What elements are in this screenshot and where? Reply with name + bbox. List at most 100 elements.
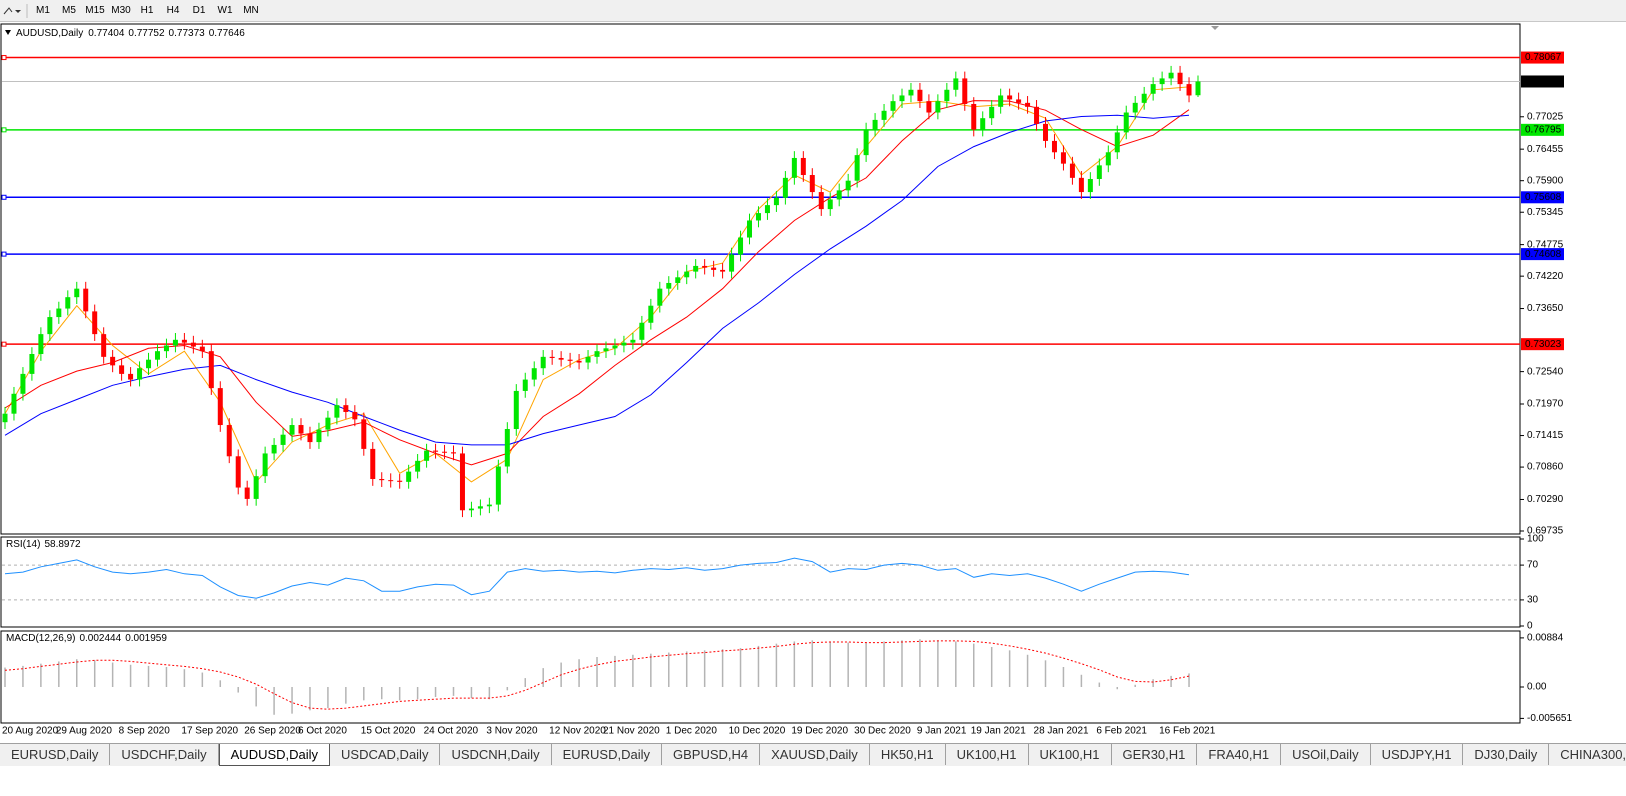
candle-body	[1132, 102, 1138, 113]
timeframe-button[interactable]: H1	[140, 4, 154, 16]
symbol-tab[interactable]: USDCNH,Daily	[440, 744, 552, 765]
macd-title: MACD(12,26,9)	[6, 633, 75, 644]
candle-body	[415, 460, 421, 472]
candle-body	[764, 205, 770, 214]
candle-body	[747, 220, 753, 238]
candle-body	[280, 434, 286, 445]
x-tick-label: 6 Feb 2021	[1096, 726, 1147, 737]
shift-marker	[1211, 26, 1219, 30]
candle-body	[146, 359, 152, 369]
x-tick-label: 30 Dec 2020	[854, 726, 911, 737]
y-tick-label: 0.00	[1527, 682, 1547, 693]
timeframe-button[interactable]: D1	[192, 4, 206, 16]
candle-body	[684, 271, 690, 278]
y-tick-label: 0.70860	[1527, 462, 1564, 473]
candle-body	[468, 508, 474, 511]
candle-body	[603, 348, 609, 352]
candle-body	[244, 487, 250, 499]
candle-body	[29, 354, 35, 374]
symbol-tab[interactable]: EURUSD,Daily	[0, 744, 111, 765]
candle-body	[1060, 152, 1066, 164]
y-tick-label: 0	[1527, 621, 1533, 632]
x-tick-label: 3 Nov 2020	[486, 726, 538, 737]
candle-body	[199, 346, 205, 352]
level-label-box	[1521, 191, 1564, 204]
candle-body	[1177, 72, 1183, 85]
symbol-tab[interactable]: GBPUSD,H4	[662, 744, 761, 765]
candle-body	[47, 317, 53, 335]
candle-body	[163, 345, 169, 352]
dropdown-icon[interactable]	[5, 30, 11, 35]
symbol-tab[interactable]: USDCHF,Daily	[110, 744, 219, 765]
y-tick-label: 0.72540	[1527, 366, 1564, 377]
symbol-tab[interactable]: USDJPY,H1	[1371, 744, 1464, 765]
candle-body	[549, 356, 555, 358]
candle-body	[495, 466, 501, 505]
symbol-tab[interactable]: CHINA300,H1	[1549, 744, 1626, 765]
candle-body	[442, 451, 448, 453]
timeframe-button[interactable]: W1	[217, 4, 233, 16]
candle-body	[827, 199, 833, 210]
symbol-tab[interactable]: XAUUSD,Daily	[760, 744, 870, 765]
x-tick-label: 28 Jan 2021	[1034, 726, 1089, 737]
candle-body	[791, 157, 797, 178]
open-value: 0.77404	[88, 28, 125, 39]
symbol-tab[interactable]: HK50,H1	[870, 744, 946, 765]
level-label: 0.73023	[1525, 339, 1562, 350]
timeframe-button[interactable]: M5	[62, 4, 76, 16]
level-label: 0.76795	[1525, 124, 1562, 135]
candle-body	[818, 192, 824, 210]
x-tick-label: 16 Feb 2021	[1159, 726, 1216, 737]
candle-body	[190, 342, 196, 347]
chart: AUDUSD,Daily 0.77404 0.77752 0.77373 0.77646…	[0, 23, 1572, 737]
candle-body	[343, 405, 349, 412]
toolbar-icon[interactable]	[0, 2, 30, 20]
candle-body	[101, 334, 107, 357]
candle-body	[262, 453, 268, 477]
x-tick-label: 6 Oct 2020	[298, 726, 347, 737]
main-header: AUDUSD,Daily 0.77404 0.77752 0.77373 0.77646	[16, 28, 245, 39]
candle-body	[388, 480, 394, 482]
candle-body	[711, 267, 717, 270]
symbol: AUDUSD,Daily	[16, 28, 83, 39]
candle-body	[890, 101, 896, 111]
timeframe-button[interactable]: M1	[36, 4, 50, 16]
level-label: 0.78067	[1525, 52, 1562, 63]
candle-body	[944, 89, 950, 102]
candle-body	[83, 288, 89, 312]
candle-body	[459, 453, 465, 511]
candle-body	[782, 177, 788, 198]
level-label-box	[1521, 338, 1564, 351]
symbol-tab[interactable]: USDCAD,Daily	[330, 744, 441, 765]
symbol-tab[interactable]: UK100,H1	[946, 744, 1029, 765]
x-tick-label: 15 Oct 2020	[361, 726, 416, 737]
x-tick-label: 29 Aug 2020	[56, 726, 113, 737]
candle-body	[1034, 106, 1040, 124]
symbol-tab[interactable]: USOil,Daily	[1281, 744, 1371, 765]
symbol-tab[interactable]: UK100,H1	[1029, 744, 1112, 765]
candle-body	[181, 339, 187, 343]
symbol-tab[interactable]: EURUSD,Daily	[552, 744, 662, 765]
timeframe-button[interactable]: M30	[111, 4, 131, 16]
timeframe-button[interactable]: MN	[243, 4, 259, 16]
y-tick-label: 0.70290	[1527, 494, 1564, 505]
symbol-tab[interactable]: DJ30,Daily	[1463, 744, 1550, 765]
timeframe-button[interactable]: M15	[85, 4, 105, 16]
y-tick-label: 0.69735	[1527, 526, 1564, 537]
symbol-tab[interactable]: AUDUSD,Daily	[218, 744, 331, 766]
candle-body	[585, 356, 591, 363]
symbol-tab[interactable]: FRA40,H1	[1197, 744, 1282, 765]
symbol-tab[interactable]: GER30,H1	[1112, 744, 1198, 765]
candle-body	[65, 297, 71, 309]
candle-body	[424, 450, 430, 461]
symbol-tabs: EURUSD,Daily USDCHF,Daily AUDUSD,Daily USDC…	[0, 743, 1626, 766]
timeframe-button[interactable]: H4	[166, 4, 180, 16]
candle-body	[854, 155, 860, 181]
candle-body	[522, 379, 528, 391]
candle-body	[289, 425, 295, 435]
candle-body	[1186, 84, 1192, 96]
candle-body	[666, 282, 672, 289]
y-tick-label: 70	[1527, 560, 1539, 571]
candle-body	[397, 480, 403, 482]
candle-body	[253, 476, 259, 499]
